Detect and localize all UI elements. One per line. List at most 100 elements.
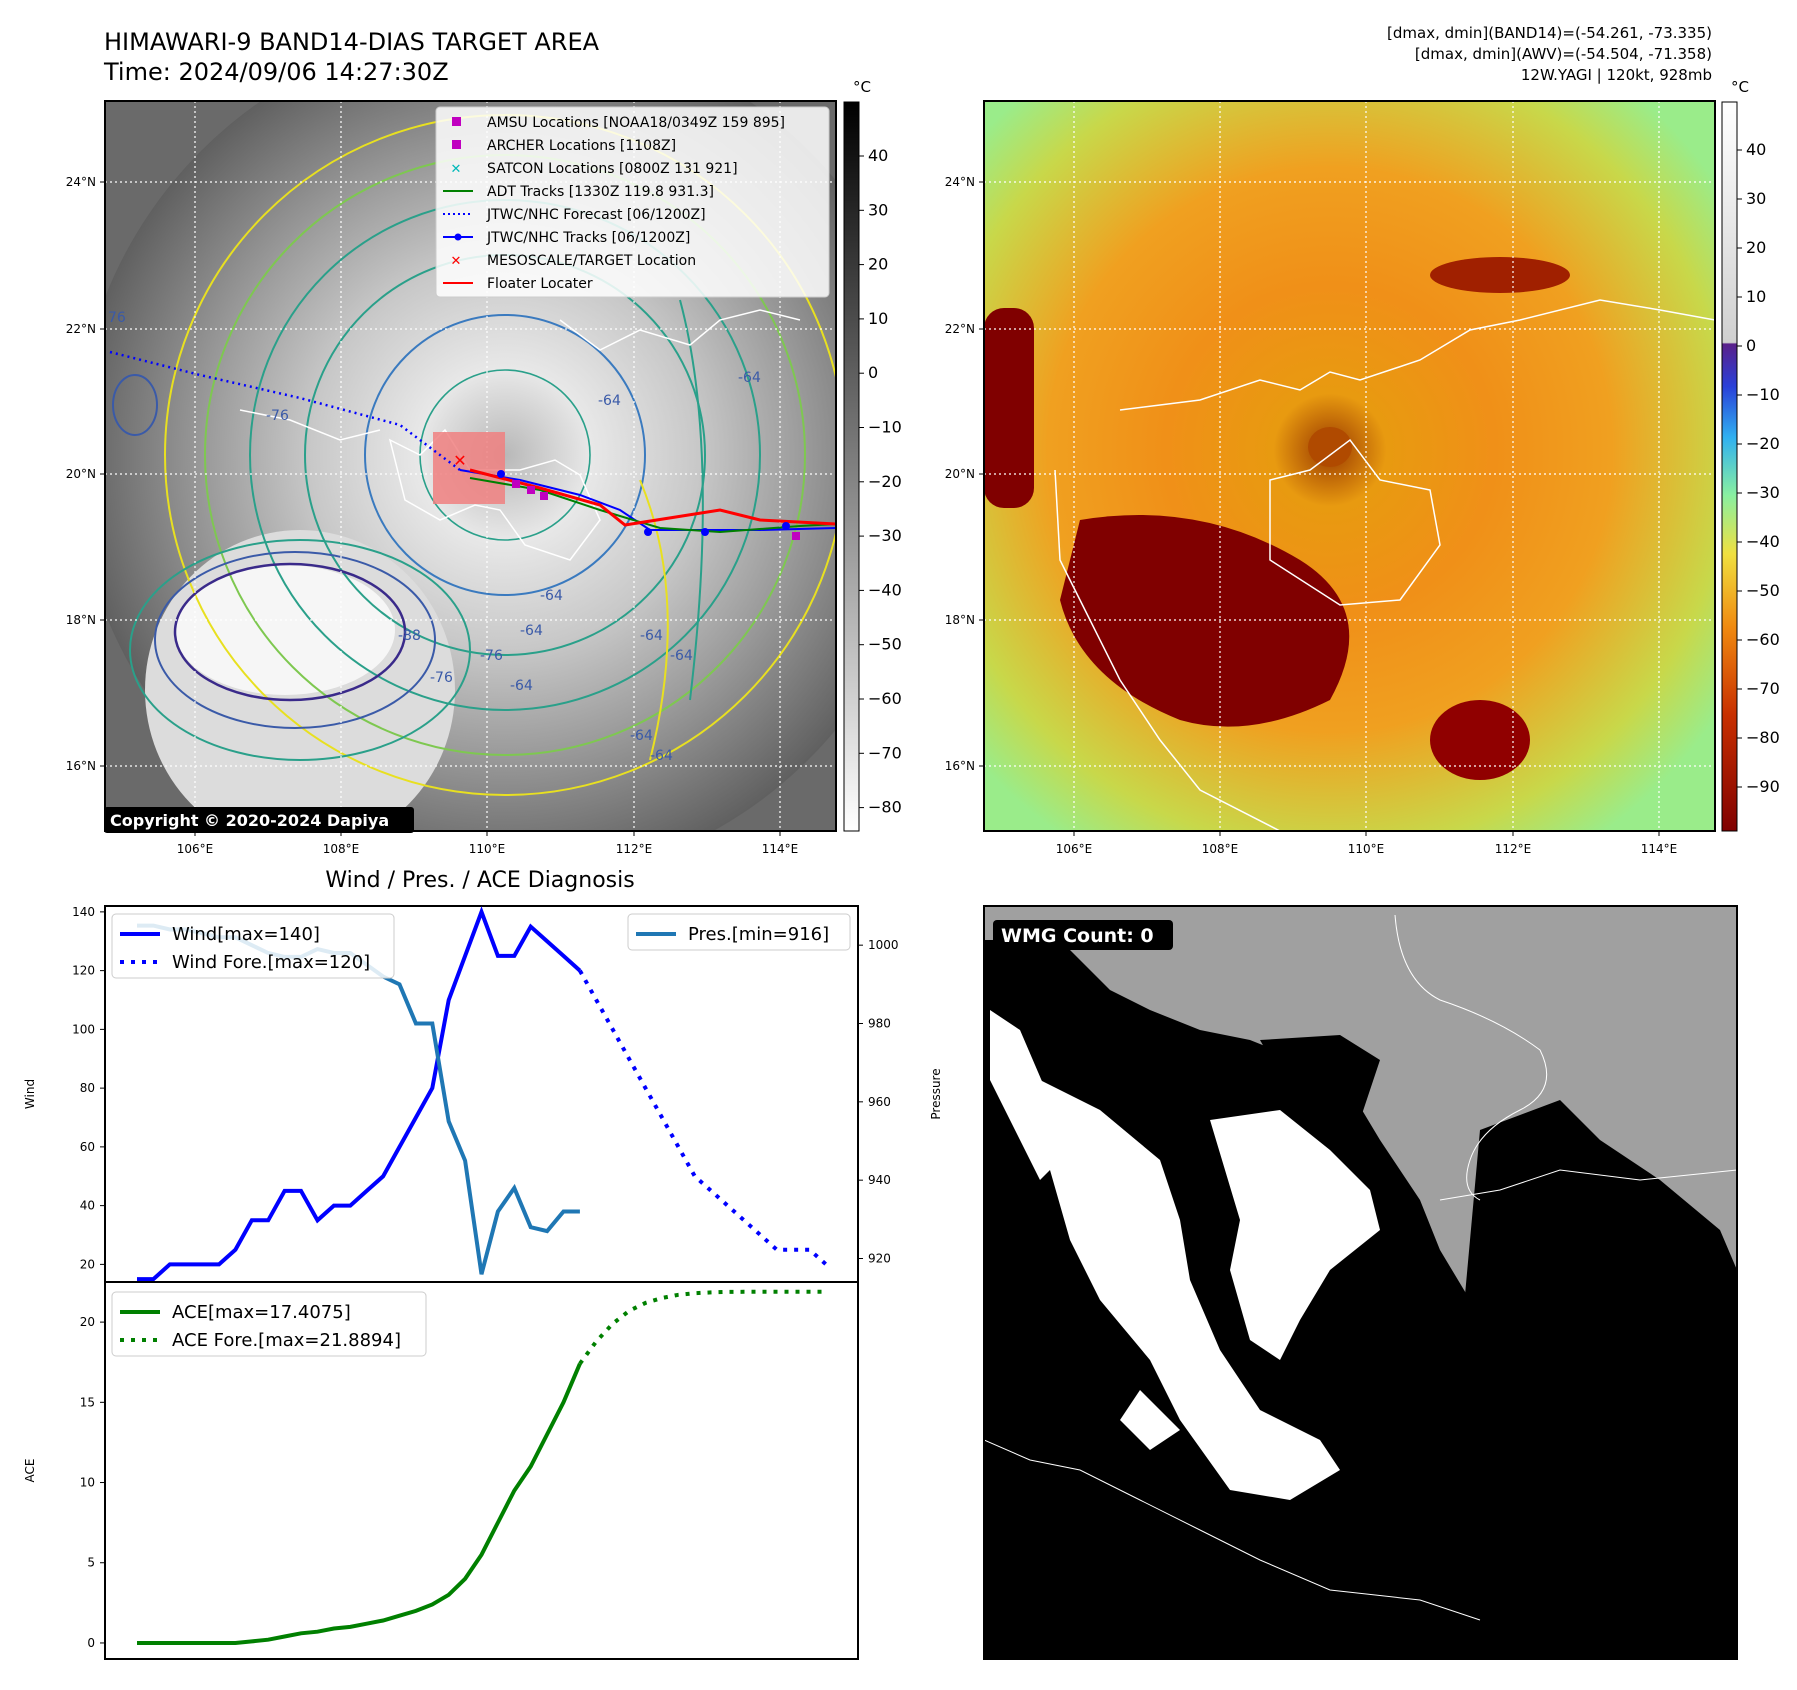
svg-text:✕: ✕	[451, 254, 462, 269]
colorbar-tick-label: 20	[1746, 238, 1766, 257]
chart-legend: Pres.[min=916]	[627, 913, 851, 951]
contour-label: -64	[520, 623, 543, 639]
color-map-lat-label: 20°N	[945, 467, 975, 481]
gray-map-lon-label: 108°E	[323, 842, 360, 856]
colorbar-tick-label: 30	[868, 200, 888, 219]
ir-color-map	[983, 100, 1716, 832]
colorbar-tick-label: 30	[1746, 189, 1766, 208]
chart-legend-label: Pres.[min=916]	[688, 924, 829, 945]
y-tick-label: 10	[80, 1476, 95, 1490]
ir-gray-map: ✕ 76 -64 -64 -76 -64 -64 -64 -64 -88 -76…	[104, 100, 837, 833]
y-tick-label: 20	[80, 1315, 95, 1329]
diagnosis-title: Wind / Pres. / ACE Diagnosis	[325, 868, 634, 893]
color-map-lon-label: 108°E	[1202, 842, 1239, 856]
colorbar-tick-label: −40	[1746, 532, 1780, 551]
svg-text:✕: ✕	[451, 162, 462, 177]
gray-map-lat-label: 18°N	[66, 613, 96, 627]
y-tick-label: 140	[72, 905, 95, 919]
colorbar-tick-label: −30	[1746, 483, 1780, 502]
y-tick-label: 60	[80, 1140, 95, 1154]
legend-item: ARCHER Locations [1108Z]	[452, 138, 676, 154]
gray-map-lon-label: 110°E	[469, 842, 506, 856]
y-tick-label: 120	[72, 964, 95, 978]
colorbar-tick-label: 40	[868, 146, 888, 165]
colorbar-tick-label: 40	[1746, 140, 1766, 159]
y2-tick-label: 1000	[868, 938, 899, 952]
colorbar-tick-label: −80	[868, 798, 902, 817]
series-line	[578, 969, 828, 1266]
color-map-lon-label: 114°E	[1641, 842, 1678, 856]
figure-time: Time: 2024/09/06 14:27:30Z	[103, 58, 449, 86]
y-tick-label: 20	[80, 1257, 95, 1271]
y-axis-label: ACE	[23, 1459, 37, 1483]
legend-label: MESOSCALE/TARGET Location	[487, 253, 696, 269]
y-tick-label: 0	[87, 1636, 95, 1650]
wind-pressure-chart: 20 40 60 80 100 120 140 Wind 920 940 960 980 1000 Pre…	[23, 905, 943, 1283]
colorbar-tick-label: 0	[868, 363, 878, 382]
legend-item: ✕ MESOSCALE/TARGET Location	[451, 253, 697, 269]
wmg-count-label: WMG Count: 0	[1001, 925, 1154, 947]
series-line	[578, 1289, 826, 1365]
colorbar-tick-label: −70	[1746, 679, 1780, 698]
legend-label: JTWC/NHC Tracks [06/1200Z]	[486, 230, 690, 246]
contour-label: -64	[640, 628, 663, 644]
contour-label: -76	[480, 648, 503, 664]
colorbar-tick-label: −90	[1746, 777, 1780, 796]
gray-map-lon-label: 106°E	[177, 842, 214, 856]
map-legend: AMSU Locations [NOAA18/0349Z 159 895] ARC…	[435, 106, 830, 298]
colorbar-tick-label: −30	[868, 526, 902, 545]
contour-label: -76	[266, 408, 289, 424]
legend-item: ADT Tracks [1330Z 119.8 931.3]	[443, 184, 714, 200]
gray-map-lon-label: 112°E	[616, 842, 653, 856]
figure-title: HIMAWARI-9 BAND14-DIAS TARGET AREA	[104, 28, 600, 56]
legend-label: SATCON Locations [0800Z 131 921]	[487, 161, 738, 177]
chart-legend-label: ACE Fore.[max=21.8894]	[172, 1330, 401, 1351]
ace-chart: 0 5 10 15 20 ACE ACE[max=17.4075] ACE Fore.[max…	[23, 1281, 859, 1660]
colorbar-tick-label: −20	[1746, 434, 1780, 453]
gray-map-lat-label: 22°N	[66, 322, 96, 336]
colorbar-gray-unit: °C	[853, 78, 871, 96]
svg-text:✕: ✕	[453, 451, 466, 470]
chart-legend-label: Wind Fore.[max=120]	[172, 952, 370, 973]
legend-item: ✕ SATCON Locations [0800Z 131 921]	[451, 161, 738, 177]
y2-tick-label: 980	[868, 1017, 891, 1031]
info-storm: 12W.YAGI | 120kt, 928mb	[1521, 66, 1712, 84]
contour-label: -88	[398, 628, 421, 644]
contour-label: -64	[598, 393, 621, 409]
colorbar-tick-label: −60	[1746, 630, 1780, 649]
contour-label: -64	[510, 678, 533, 694]
legend-label: JTWC/NHC Forecast [06/1200Z]	[486, 207, 706, 223]
y2-tick-label: 960	[868, 1095, 891, 1109]
contour-label: 76	[108, 310, 126, 326]
legend-label: AMSU Locations [NOAA18/0349Z 159 895]	[487, 115, 785, 131]
legend-label: Floater Locater	[487, 276, 593, 292]
color-map-lat-label: 18°N	[945, 613, 975, 627]
colorbar-tick-label: 10	[1746, 287, 1766, 306]
y-tick-label: 15	[80, 1395, 95, 1409]
series-line	[137, 906, 582, 1282]
gray-map-lat-label: 20°N	[66, 467, 96, 481]
colorbar-tick-label: −60	[868, 689, 902, 708]
info-awv: [dmax, dmin](AWV)=(-54.504, -71.358)	[1415, 45, 1712, 63]
legend-item: AMSU Locations [NOAA18/0349Z 159 895]	[452, 115, 785, 131]
chart-legend-label: Wind[max=140]	[172, 924, 320, 945]
y-tick-label: 80	[80, 1081, 95, 1095]
color-map-lon-label: 110°E	[1348, 842, 1385, 856]
colorbar-tick-label: 0	[1746, 336, 1756, 355]
y-tick-label: 40	[80, 1199, 95, 1213]
color-map-lon-label: 112°E	[1495, 842, 1532, 856]
legend-item: JTWC/NHC Forecast [06/1200Z]	[443, 207, 706, 223]
contour-label: -64	[540, 588, 563, 604]
y2-tick-label: 920	[868, 1252, 891, 1266]
colorbar-tick-label: −10	[868, 418, 902, 437]
info-band14: [dmax, dmin](BAND14)=(-54.261, -73.335)	[1387, 24, 1712, 42]
legend-item: Floater Locater	[443, 276, 593, 292]
colorbar-color-unit: °C	[1731, 78, 1749, 96]
series-line	[137, 1362, 582, 1645]
colorbar-color: °C 40 30 20 10 0 −10 −20 −30 −40 −50 −60 −70 −80 −90	[1721, 78, 1780, 832]
colorbar-gray: °C 40 30 20 10 0 −10 −20 −30 −40 −50 −60 −70 −80	[843, 78, 902, 832]
gray-map-lat-label: 24°N	[66, 175, 96, 189]
contour-label: -76	[430, 670, 453, 686]
color-map-lon-label: 106°E	[1056, 842, 1093, 856]
colorbar-tick-label: −50	[1746, 581, 1780, 600]
